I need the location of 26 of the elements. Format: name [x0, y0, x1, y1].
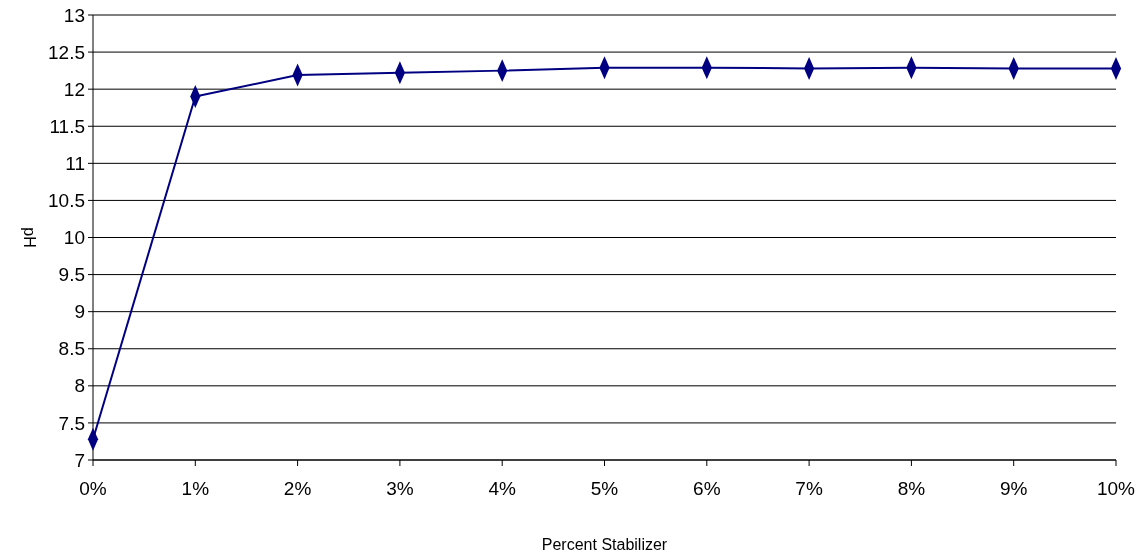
x-tick-label: 9% [999, 478, 1028, 499]
y-tick-label: 12.5 [48, 41, 85, 63]
x-tick-label: 7% [795, 478, 823, 499]
y-tick-label: 9 [74, 301, 85, 323]
x-tick-label: 4% [488, 478, 517, 499]
y-tick-label: 11 [65, 152, 85, 174]
y-tick-label: 10.5 [48, 190, 85, 212]
x-tick-label: 5% [590, 478, 619, 499]
y-tick-label: 13 [63, 4, 85, 26]
y-tick-label: 7.5 [58, 412, 85, 434]
x-tick-label: 3% [386, 478, 414, 499]
x-axis-title: Percent Stabilizer [541, 536, 668, 553]
x-tick-label: 8% [897, 478, 926, 499]
y-tick-label: 12 [63, 78, 85, 100]
y-tick-label: 8 [74, 375, 85, 397]
x-tick-label: 10% [1096, 478, 1136, 499]
x-tick-label: 1% [181, 478, 210, 499]
y-tick-label: 10 [63, 227, 85, 249]
y-tick-label: 9.5 [58, 264, 85, 286]
y-tick-label: 7 [74, 449, 85, 471]
y-tick-label: 11.5 [49, 115, 85, 137]
x-tick-label: 0% [79, 478, 107, 499]
y-axis-title: pH [21, 227, 38, 248]
x-tick-label: 2% [283, 478, 312, 499]
y-tick-label: 8.5 [58, 338, 85, 360]
x-tick-label: 6% [693, 478, 721, 499]
